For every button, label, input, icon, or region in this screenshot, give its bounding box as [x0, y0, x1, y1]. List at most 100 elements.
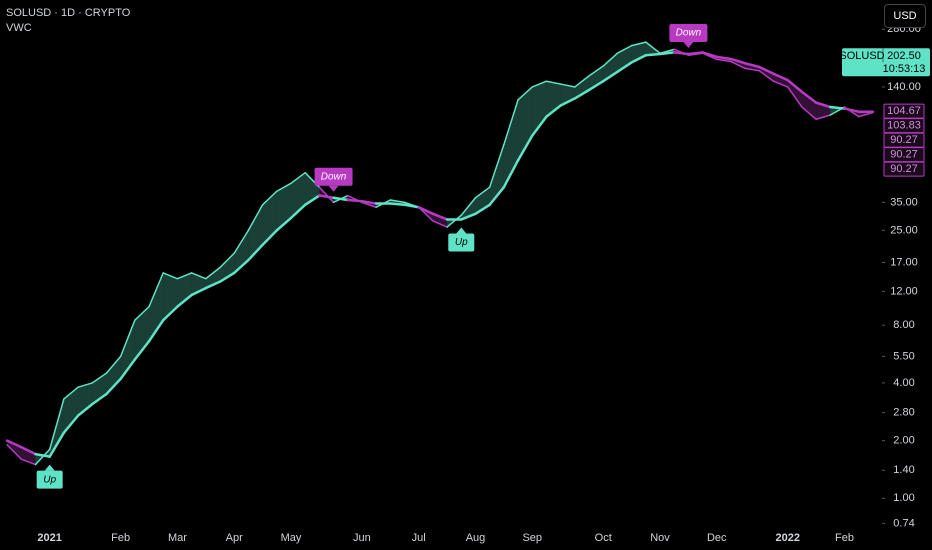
- signal: Up: [36, 464, 63, 489]
- price-segment: [205, 266, 221, 280]
- trend-fill: [475, 187, 490, 214]
- vwc-segment: [105, 377, 122, 396]
- price-segment: [857, 111, 874, 118]
- price-segment: [403, 201, 420, 209]
- vwc-segment: [531, 115, 548, 137]
- price-segment: [417, 206, 434, 222]
- signal-box: [36, 470, 63, 489]
- price-segment: [91, 372, 108, 384]
- trend-fill: [801, 91, 817, 120]
- price-segment: [630, 41, 647, 47]
- price-segment: [744, 67, 761, 72]
- vwc-segment: [715, 55, 733, 61]
- price-segment: [559, 83, 576, 88]
- price-segment: [77, 382, 94, 388]
- y-tick-label: 12.00: [890, 285, 918, 297]
- price-segment: [701, 52, 718, 61]
- indicator-price-label: 103.83: [887, 120, 921, 132]
- vwc-segment: [488, 185, 506, 207]
- x-tick-label: Jun: [353, 532, 371, 544]
- indicator-price-label: 90.27: [890, 163, 918, 175]
- indicator-price-label: 90.27: [890, 149, 918, 161]
- vwc-segment: [658, 51, 676, 56]
- vwc-segment: [743, 62, 761, 69]
- vwc-segment: [62, 414, 80, 434]
- y-tick-label: 2.80: [893, 407, 914, 419]
- price-segment: [588, 65, 604, 77]
- vwc-segment: [616, 61, 633, 74]
- trend-fill: [248, 204, 263, 261]
- price-segment: [276, 182, 292, 192]
- trend-fill: [617, 45, 632, 72]
- x-tick-label: Mar: [168, 532, 187, 544]
- vwc-segment: [460, 212, 477, 221]
- signal-pointer: [44, 464, 55, 471]
- vwc-segment: [814, 101, 832, 109]
- price-segment: [517, 86, 534, 101]
- price-segment: [63, 386, 79, 400]
- price-segment: [786, 86, 803, 108]
- signal-pointer: [328, 185, 339, 192]
- price-segment: [176, 272, 193, 280]
- y-tick-label: 5.50: [893, 350, 914, 362]
- vwc-segment: [275, 216, 293, 232]
- y-tick-label: 1.00: [893, 492, 914, 504]
- y-tick-label: 2.00: [893, 435, 914, 447]
- x-tick-label: Dec: [707, 532, 727, 544]
- vwc-segment: [687, 51, 704, 56]
- vwc-segment: [218, 271, 236, 283]
- price-segment: [162, 272, 179, 280]
- price-segment: [645, 41, 661, 54]
- vwc-segment: [176, 293, 193, 308]
- countdown-label: 10:53:13: [883, 63, 926, 75]
- vwc-segment: [644, 52, 662, 57]
- signal-box: [448, 233, 475, 252]
- vwc-segment: [601, 70, 619, 83]
- price-segment: [673, 48, 690, 56]
- y-tick-label: 1.40: [893, 464, 914, 476]
- x-tick-label: 2022: [775, 532, 799, 544]
- price-segment: [574, 75, 590, 88]
- trend-fill: [177, 272, 192, 307]
- price-segment: [318, 186, 335, 204]
- x-tick-label: Jul: [412, 532, 426, 544]
- indicator-price-label: 104.67: [887, 105, 921, 117]
- trend-fill: [518, 86, 533, 161]
- price-segment: [815, 114, 832, 120]
- price-segment: [20, 458, 37, 466]
- trend-fill: [773, 73, 788, 87]
- price-segment: [687, 52, 704, 56]
- price-segment: [503, 99, 519, 146]
- y-tick-label: 25.00: [890, 224, 918, 236]
- price-segment: [801, 106, 817, 120]
- vwc-segment: [758, 65, 775, 76]
- trend-fill: [106, 356, 121, 395]
- vwc-segment: [545, 104, 562, 118]
- price-segment: [730, 60, 746, 70]
- trend-fill: [574, 75, 590, 99]
- trend-fill: [134, 306, 150, 360]
- vwc-segment: [190, 286, 208, 297]
- x-tick-label: Aug: [466, 532, 486, 544]
- vwc-segment: [573, 88, 591, 100]
- y-tick-label: 4.00: [893, 377, 914, 389]
- price-segment: [772, 80, 789, 88]
- trend-fill: [532, 81, 547, 136]
- vwc-segment: [587, 79, 605, 92]
- vwc-segment: [147, 318, 165, 343]
- signal-box: [669, 24, 708, 43]
- trend-fill: [603, 53, 618, 82]
- price-segment: [843, 106, 860, 118]
- currency-button[interactable]: USD: [884, 4, 926, 28]
- vwc-segment: [247, 243, 264, 262]
- last-price-label: 202.50: [887, 50, 921, 62]
- vwc-segment: [800, 90, 818, 104]
- vwc-segment: [786, 78, 804, 94]
- trend-fill: [7, 440, 22, 460]
- vwc-segment: [161, 305, 179, 322]
- x-tick-label: May: [281, 532, 302, 544]
- x-tick-label: Apr: [226, 532, 243, 544]
- price-segment: [432, 220, 448, 228]
- price-segment: [460, 196, 477, 216]
